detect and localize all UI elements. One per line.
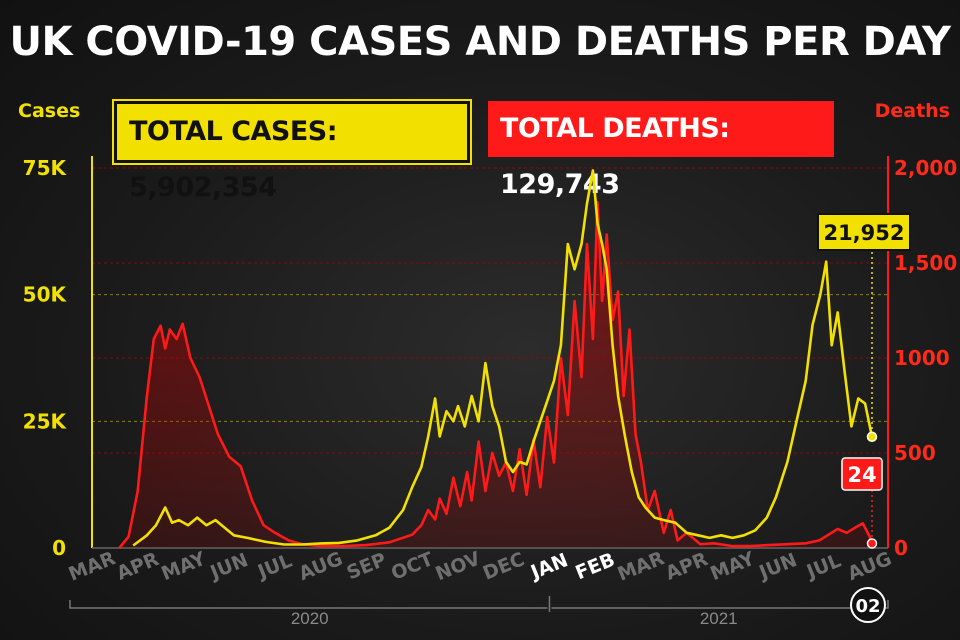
deaths-tick-label: 0 <box>894 536 908 560</box>
deaths-latest-box <box>841 457 883 491</box>
cases-latest-label: 21,952 <box>823 221 904 245</box>
cases-tick-label: 50K <box>23 283 68 307</box>
month-label: DEC <box>480 548 528 584</box>
series <box>118 169 874 549</box>
deaths-latest-label: 24 <box>847 463 876 487</box>
total-deaths-badge: TOTAL DEATHS: 129,743 <box>488 101 834 200</box>
deaths-axis-label: Deaths <box>874 100 950 122</box>
cases-tick-label: 0 <box>52 536 66 560</box>
cases-latest-box <box>816 213 911 251</box>
cases-tick-label: 75K <box>23 156 68 180</box>
month-label: OCT <box>388 548 436 585</box>
month-label: AUG <box>296 548 346 585</box>
month-label: APR <box>114 548 163 585</box>
year-label-2020: 2020 <box>291 609 329 628</box>
chart-title: UK COVID-19 CASES AND DEATHS PER DAY <box>9 19 951 65</box>
latest-date-label: 02 <box>855 596 880 617</box>
month-label: JUN <box>206 549 252 585</box>
cases-tick-label: 25K <box>23 409 68 433</box>
deaths-area <box>119 202 872 548</box>
month-label: JUN <box>754 549 800 585</box>
month-label: AUG <box>845 548 895 585</box>
year-bracket <box>69 596 889 612</box>
cases-axis-label: Cases <box>18 100 81 122</box>
month-label: MAR <box>615 547 668 586</box>
total-cases-badge: TOTAL CASES: 5,902,354 <box>114 101 470 203</box>
year-label-2021: 2021 <box>700 609 738 628</box>
deaths-tick-label: 1,500 <box>894 251 957 275</box>
cases-line <box>132 169 874 547</box>
deaths-tick-label: 500 <box>894 441 936 465</box>
deaths-line <box>118 200 874 549</box>
annotations: 21,952 24 02 <box>816 213 911 623</box>
deaths-tick-label: 2,000 <box>894 156 957 180</box>
month-label: MAY <box>158 548 209 586</box>
month-label: SEP <box>344 549 390 585</box>
deaths-latest-point <box>866 538 878 549</box>
month-label: JAN <box>526 549 571 584</box>
month-label: JUL <box>253 550 295 584</box>
month-label: FEB <box>572 549 618 585</box>
gridlines <box>92 167 888 454</box>
latest-date-circle <box>849 587 886 623</box>
deaths-tick-label: 1000 <box>894 346 950 370</box>
month-label: MAR <box>66 547 119 586</box>
month-label: APR <box>663 548 712 585</box>
month-label: MAY <box>707 548 758 586</box>
month-label: JUL <box>802 550 844 584</box>
month-label: NOV <box>432 547 483 585</box>
cases-latest-point <box>866 431 878 443</box>
